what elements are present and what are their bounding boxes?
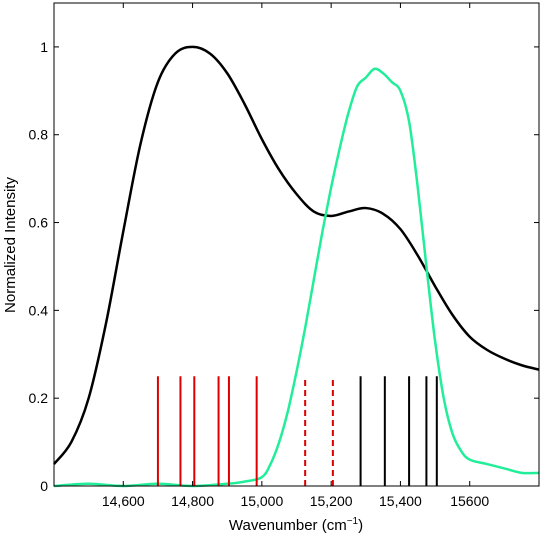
x-tick-label: 15,000 — [240, 493, 283, 509]
x-tick-label: 15600 — [450, 493, 489, 509]
y-tick-label: 1 — [40, 39, 48, 55]
x-tick-label: 15,200 — [310, 493, 353, 509]
series-line-2 — [53, 67, 540, 488]
y-tick-label: 0.8 — [29, 127, 49, 143]
x-tick-label: 14,800 — [171, 493, 214, 509]
series-line-1 — [53, 45, 540, 465]
y-tick-label: 0.6 — [29, 215, 49, 231]
y-axis-ticks: 0 0.2 0.4 0.6 0.8 1 — [29, 39, 539, 494]
y-tick-label: 0.4 — [29, 302, 49, 318]
plot-content — [53, 45, 540, 488]
y-tick-label: 0 — [40, 478, 48, 494]
y-tick-label: 0.2 — [29, 390, 49, 406]
x-axis-label: Wavenumber (cm−1) — [229, 516, 363, 534]
x-tick-label: 14,600 — [102, 493, 145, 509]
plot-frame — [53, 2, 540, 487]
y-axis-label: Normalized Intensity — [2, 177, 19, 313]
x-tick-label: 15,400 — [379, 493, 422, 509]
x-axis-ticks: 14,600 14,800 15,000 15,200 15,400 15600 — [102, 3, 489, 509]
